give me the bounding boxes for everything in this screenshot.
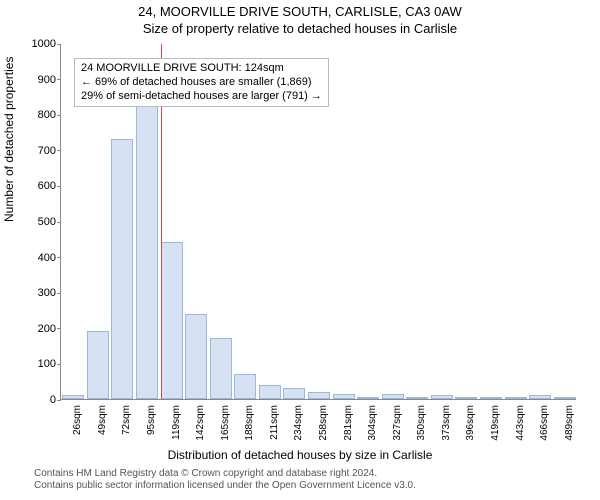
y-axis-label: Number of detached properties bbox=[2, 57, 16, 222]
xtick-label: 350sqm bbox=[416, 405, 427, 455]
xtick-label: 165sqm bbox=[220, 405, 231, 455]
ytick-label: 600 bbox=[38, 180, 56, 192]
histogram-bar bbox=[480, 397, 502, 399]
histogram-bar bbox=[554, 397, 576, 399]
histogram-bar bbox=[406, 397, 428, 399]
histogram-bar bbox=[161, 242, 183, 399]
histogram-bar bbox=[455, 397, 477, 399]
footer-line2: Contains public sector information licen… bbox=[34, 480, 416, 492]
histogram-bar bbox=[431, 395, 453, 399]
annotation-line2: ← 69% of detached houses are smaller (1,… bbox=[81, 76, 322, 90]
ytick-mark bbox=[57, 257, 61, 258]
ytick-mark bbox=[57, 186, 61, 187]
histogram-bar bbox=[505, 397, 527, 399]
xtick-label: 396sqm bbox=[465, 405, 476, 455]
xtick-label: 327sqm bbox=[392, 405, 403, 455]
xtick-label: 466sqm bbox=[539, 405, 550, 455]
histogram-bar bbox=[111, 139, 133, 399]
xtick-label: 211sqm bbox=[269, 405, 280, 455]
annotation-box: 24 MOORVILLE DRIVE SOUTH: 124sqm ← 69% o… bbox=[74, 58, 329, 107]
ytick-mark bbox=[57, 400, 61, 401]
ytick-mark bbox=[57, 364, 61, 365]
page-title-line1: 24, MOORVILLE DRIVE SOUTH, CARLISLE, CA3… bbox=[0, 0, 600, 19]
xtick-label: 258sqm bbox=[318, 405, 329, 455]
ytick-label: 1000 bbox=[32, 38, 56, 50]
page-title-line2: Size of property relative to detached ho… bbox=[0, 19, 600, 36]
histogram-bar bbox=[234, 374, 256, 399]
ytick-label: 300 bbox=[38, 287, 56, 299]
xtick-label: 26sqm bbox=[72, 405, 83, 455]
xtick-label: 188sqm bbox=[244, 405, 255, 455]
ytick-mark bbox=[57, 222, 61, 223]
xtick-label: 142sqm bbox=[195, 405, 206, 455]
xtick-label: 443sqm bbox=[515, 405, 526, 455]
histogram-bar bbox=[283, 388, 305, 399]
ytick-label: 400 bbox=[38, 252, 56, 264]
ytick-label: 0 bbox=[50, 394, 56, 406]
ytick-mark bbox=[57, 150, 61, 151]
annotation-line1: 24 MOORVILLE DRIVE SOUTH: 124sqm bbox=[81, 62, 322, 76]
ytick-label: 700 bbox=[38, 145, 56, 157]
histogram-bar bbox=[529, 395, 551, 399]
ytick-label: 100 bbox=[38, 358, 56, 370]
histogram-bar bbox=[308, 392, 330, 399]
footer-line1: Contains HM Land Registry data © Crown c… bbox=[34, 468, 416, 480]
histogram-bar bbox=[259, 385, 281, 399]
annotation-line3: 29% of semi-detached houses are larger (… bbox=[81, 90, 322, 104]
histogram-bar bbox=[136, 93, 158, 399]
ytick-mark bbox=[57, 115, 61, 116]
ytick-mark bbox=[57, 328, 61, 329]
xtick-label: 419sqm bbox=[490, 405, 501, 455]
histogram-bar bbox=[357, 397, 379, 399]
xtick-label: 234sqm bbox=[293, 405, 304, 455]
histogram-bar bbox=[210, 338, 232, 399]
ytick-mark bbox=[57, 79, 61, 80]
ytick-label: 900 bbox=[38, 74, 56, 86]
histogram-bar bbox=[185, 314, 207, 399]
xtick-label: 373sqm bbox=[441, 405, 452, 455]
ytick-mark bbox=[57, 44, 61, 45]
xtick-label: 95sqm bbox=[146, 405, 157, 455]
xtick-label: 49sqm bbox=[97, 405, 108, 455]
xtick-label: 72sqm bbox=[121, 405, 132, 455]
ytick-label: 500 bbox=[38, 216, 56, 228]
histogram-bar bbox=[333, 394, 355, 399]
xtick-label: 304sqm bbox=[367, 405, 378, 455]
xtick-label: 489sqm bbox=[564, 405, 575, 455]
ytick-mark bbox=[57, 293, 61, 294]
footer: Contains HM Land Registry data © Crown c… bbox=[34, 468, 416, 492]
histogram-bar bbox=[382, 394, 404, 399]
chart-container: 24, MOORVILLE DRIVE SOUTH, CARLISLE, CA3… bbox=[0, 0, 600, 500]
ytick-label: 200 bbox=[38, 323, 56, 335]
xtick-label: 281sqm bbox=[343, 405, 354, 455]
ytick-label: 800 bbox=[38, 109, 56, 121]
histogram-bar bbox=[62, 395, 84, 399]
histogram-bar bbox=[87, 331, 109, 399]
xtick-label: 119sqm bbox=[171, 405, 182, 455]
